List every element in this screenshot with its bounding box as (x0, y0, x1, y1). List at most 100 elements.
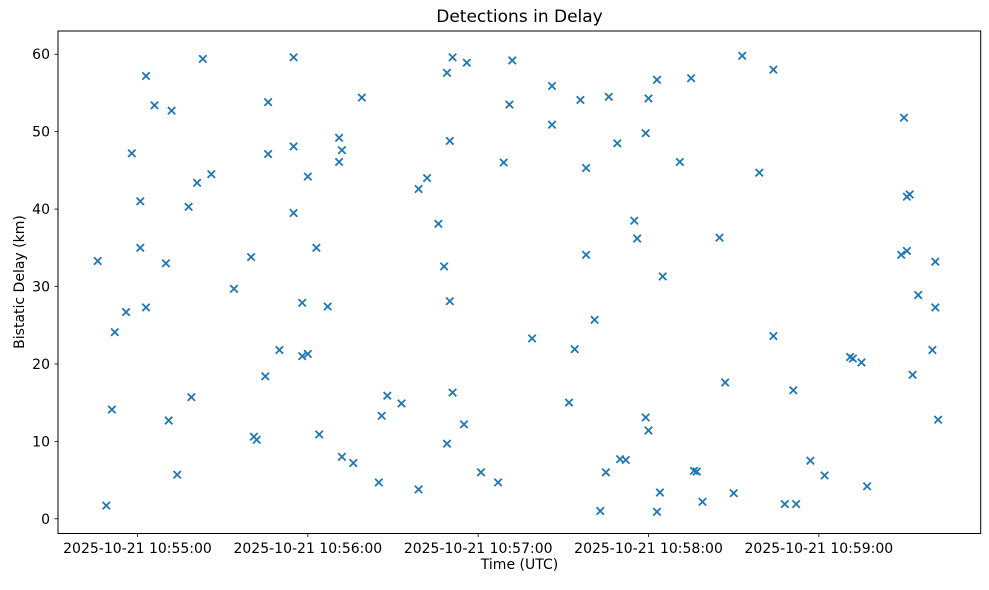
data-point-marker (323, 302, 333, 311)
data-point-marker (459, 419, 469, 429)
data-point-marker (164, 416, 174, 425)
data-point-marker (442, 68, 452, 78)
data-point-marker (337, 452, 347, 462)
data-point-marker (632, 234, 642, 243)
data-point-marker (314, 430, 324, 439)
data-point-marker (715, 233, 724, 243)
data-point-marker (439, 262, 449, 271)
data-point-marker (334, 133, 344, 143)
data-point-marker (493, 478, 503, 487)
data-point-marker (590, 315, 599, 325)
data-point-marker (547, 120, 557, 130)
data-point-marker (150, 100, 159, 110)
data-point-marker (862, 481, 872, 491)
data-point-marker (374, 478, 384, 487)
data-point-marker (930, 303, 940, 312)
data-point-marker (629, 216, 639, 226)
data-point-marker (348, 458, 358, 468)
data-point-marker (581, 163, 591, 173)
data-point-marker (902, 246, 912, 256)
data-point-marker (769, 65, 778, 75)
plot-border (57, 30, 982, 534)
data-point-marker (107, 405, 117, 414)
data-point-marker (229, 284, 239, 294)
data-point-marker (448, 388, 457, 397)
data-point-marker (644, 94, 653, 103)
data-point-marker (397, 399, 406, 408)
x-tick-label: 2025-10-21 10:56:00 (233, 541, 382, 557)
data-point-marker (806, 456, 815, 466)
data-point-marker (445, 136, 455, 146)
data-point-marker (289, 208, 298, 218)
data-point-marker (297, 298, 307, 308)
data-point-marker (933, 415, 943, 425)
data-point-marker (246, 252, 256, 262)
y-tick-label: 40 (32, 202, 50, 218)
data-point-marker (652, 507, 662, 517)
data-point-marker (686, 73, 696, 83)
data-point-marker (192, 178, 202, 188)
x-axis-label: Time (UTC) (480, 557, 559, 573)
y-tick-label: 20 (32, 357, 50, 373)
data-point-marker (641, 413, 651, 422)
data-point-marker (780, 499, 790, 509)
data-point-marker (289, 52, 298, 62)
data-point-marker (121, 307, 131, 317)
data-point-marker (604, 92, 614, 102)
data-point-marker (161, 258, 171, 268)
data-point-marker (172, 470, 182, 480)
data-point-marker (382, 391, 392, 401)
data-point-marker (167, 106, 176, 116)
data-point-marker (198, 54, 208, 64)
data-point-marker (93, 256, 103, 266)
data-point-marker (252, 435, 262, 445)
data-point-marker (788, 385, 798, 395)
data-point-marker (769, 331, 778, 341)
data-point-marker (899, 113, 909, 123)
data-point-marker (135, 243, 145, 253)
data-point-marker (720, 378, 730, 387)
data-point-marker (737, 51, 747, 61)
x-tick-label: 2025-10-21 10:58:00 (574, 541, 723, 557)
data-point-marker (658, 272, 668, 281)
data-point-marker (101, 501, 111, 510)
data-point-marker (289, 142, 298, 151)
data-point-marker (303, 349, 313, 359)
data-point-marker (297, 351, 307, 361)
data-point-marker (505, 100, 514, 109)
data-point-marker (928, 345, 937, 355)
data-point-marker (312, 243, 321, 253)
data-point-marker (913, 290, 923, 300)
x-tick-label: 2025-10-21 10:57:00 (404, 541, 553, 557)
data-point-marker (462, 58, 472, 68)
data-point-marker (263, 97, 273, 107)
data-point-marker (908, 370, 917, 380)
data-point-marker (434, 219, 443, 229)
y-tick-label: 30 (32, 280, 50, 296)
data-point-marker (357, 93, 367, 102)
data-point-marker (141, 303, 151, 312)
data-point-marker (675, 157, 685, 167)
data-point-marker (422, 173, 432, 183)
data-point-marker (581, 250, 591, 260)
data-point-marker (263, 149, 273, 159)
data-point-marker (692, 467, 702, 476)
data-point-marker (206, 169, 216, 179)
data-point-marker (127, 148, 137, 158)
x-tick-label: 2025-10-21 10:59:00 (745, 541, 894, 557)
data-point-marker (476, 467, 486, 477)
data-point-marker (448, 52, 457, 62)
data-point-marker (527, 334, 537, 343)
data-point-marker (337, 145, 347, 155)
data-point-marker (601, 467, 611, 477)
data-point-marker (698, 497, 707, 507)
y-tick-label: 0 (41, 512, 50, 528)
y-tick-label: 10 (32, 434, 50, 450)
data-point-marker (377, 411, 387, 421)
data-point-marker (442, 439, 452, 449)
data-point-marker (414, 485, 423, 494)
data-point-marker (729, 488, 739, 498)
data-point-marker (334, 157, 344, 167)
